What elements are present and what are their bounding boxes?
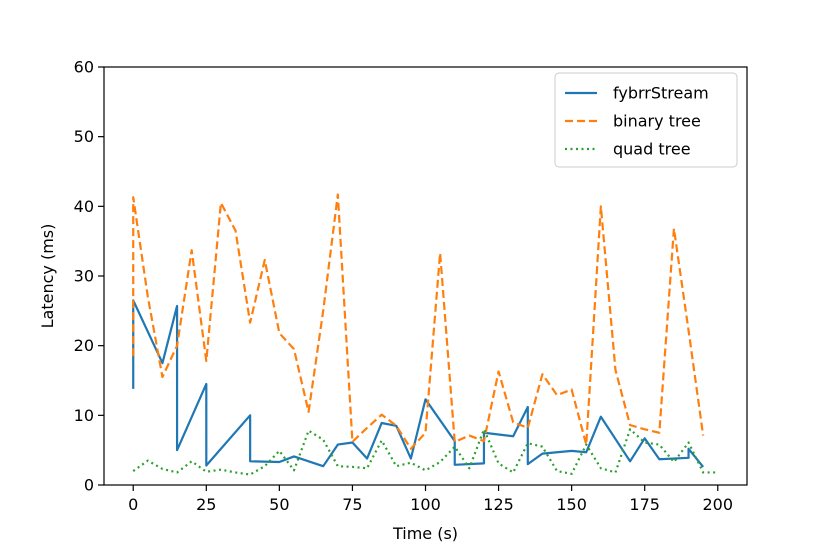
series-layer: [132, 193, 718, 476]
x-axis-title: Time (s): [392, 524, 458, 543]
series-line-fybrrstream: [132, 299, 705, 468]
y-tick-label: 60: [74, 58, 94, 77]
y-tick-label: 20: [74, 336, 94, 355]
y-tick-label: 30: [74, 267, 94, 286]
y-tick-label: 50: [74, 127, 94, 146]
legend-label-quad-tree: quad tree: [613, 140, 691, 159]
y-tick-label: 10: [74, 406, 94, 425]
x-tick-label: 0: [128, 495, 138, 514]
x-tick-label: 100: [410, 495, 441, 514]
x-tick-label: 125: [483, 495, 514, 514]
y-axis-title: Latency (ms): [38, 224, 57, 329]
legend-box: [554, 72, 738, 168]
y-tick-label: 0: [84, 476, 94, 495]
x-tick-label: 75: [342, 495, 362, 514]
legend-label-binary-tree: binary tree: [613, 112, 701, 131]
axis-ticks: 0 25 50 75 100 125 150 175 200 0 10 20 30 40 50 60: [74, 58, 733, 515]
x-tick-label: 175: [629, 495, 660, 514]
legend: fybrrStream binary tree quad tree: [554, 72, 738, 168]
series-line-quad-tree: [132, 428, 718, 476]
x-tick-label: 25: [196, 495, 216, 514]
y-tick-label: 40: [74, 197, 94, 216]
x-tick-label: 150: [556, 495, 587, 514]
x-tick-label: 200: [702, 495, 733, 514]
legend-label-fybrrstream: fybrrStream: [613, 84, 709, 103]
x-tick-label: 50: [269, 495, 289, 514]
series-line-binary-tree: [132, 193, 705, 450]
